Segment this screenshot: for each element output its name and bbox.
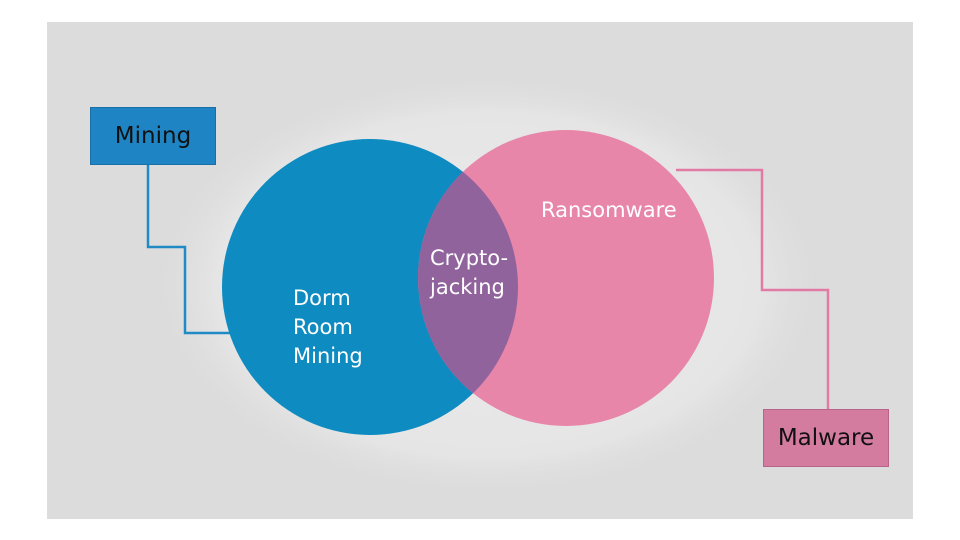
malware-box: Malware [763, 409, 889, 467]
dorm-room-mining-label: Dorm Room Mining [293, 286, 363, 368]
ransomware-label: Ransomware [541, 198, 677, 222]
mining-box-label: Mining [114, 123, 192, 149]
mining-box: Mining [90, 107, 216, 165]
cryptojacking-label: Crypto- jacking [430, 246, 509, 299]
mining-connector-line [146, 165, 235, 335]
malware-connector-line [676, 168, 830, 410]
malware-box-label: Malware [777, 425, 875, 451]
overlap-region [418, 139, 518, 426]
